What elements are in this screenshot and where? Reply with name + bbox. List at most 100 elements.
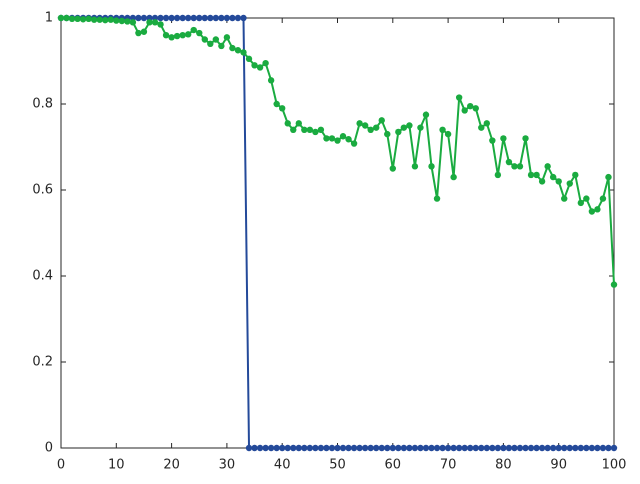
series-marker <box>184 31 192 38</box>
series-marker <box>494 171 502 179</box>
series-marker <box>467 102 474 110</box>
series-marker <box>610 444 618 452</box>
series-marker <box>373 444 380 452</box>
series-marker <box>373 124 380 131</box>
series-marker <box>566 180 573 187</box>
series-marker <box>179 32 186 39</box>
series-marker <box>218 42 225 50</box>
series-marker <box>583 195 590 202</box>
series-marker <box>478 124 485 131</box>
y-tick-label: 0 <box>45 441 53 456</box>
series-marker <box>212 14 220 22</box>
x-tick-label: 10 <box>108 458 125 473</box>
series-marker <box>173 32 181 40</box>
series-marker <box>356 444 363 452</box>
series-marker <box>267 444 275 452</box>
series-marker <box>74 15 81 23</box>
x-tick-label: 40 <box>274 458 291 473</box>
series-marker <box>229 44 236 52</box>
series-marker <box>516 444 524 452</box>
series-marker <box>378 444 385 452</box>
x-tick-label: 0 <box>57 458 65 473</box>
series-marker <box>478 444 485 452</box>
series-marker <box>395 128 402 136</box>
y-tick-label: 0.6 <box>32 183 53 198</box>
series-marker <box>196 14 203 22</box>
series-marker <box>561 195 568 202</box>
series-marker <box>389 444 396 452</box>
series-marker <box>96 16 103 23</box>
series-marker <box>572 171 579 179</box>
series-marker <box>555 444 562 452</box>
series-marker <box>90 16 98 23</box>
series-marker <box>135 29 142 37</box>
series-marker <box>118 17 126 25</box>
series-marker <box>367 444 374 452</box>
series-marker <box>140 14 148 22</box>
series-marker <box>450 173 457 181</box>
series-marker <box>428 444 435 452</box>
series-marker <box>599 444 607 452</box>
series-marker <box>251 62 258 69</box>
series-marker <box>306 444 314 452</box>
series-marker <box>594 206 601 213</box>
series-marker <box>339 444 347 452</box>
series-marker <box>201 14 208 22</box>
series-marker <box>179 14 186 22</box>
series-marker <box>168 14 175 22</box>
series-marker <box>345 136 352 143</box>
series-marker <box>494 444 502 452</box>
series-marker <box>140 28 148 35</box>
series-marker <box>328 444 336 452</box>
series-marker <box>245 55 253 63</box>
series-marker <box>516 163 524 170</box>
series-marker <box>527 444 535 452</box>
series-marker <box>428 163 435 170</box>
series-marker <box>68 15 76 23</box>
series-marker <box>566 444 573 452</box>
axes-box <box>60 17 615 449</box>
series-marker <box>350 444 358 452</box>
series-marker <box>57 14 65 22</box>
series-marker <box>173 14 181 22</box>
series-marker <box>223 14 231 22</box>
series-marker <box>306 126 314 133</box>
series-marker <box>184 14 192 22</box>
series-marker <box>190 14 197 22</box>
series-marker <box>467 444 474 452</box>
series-marker <box>605 444 612 452</box>
series-marker <box>245 444 253 452</box>
series-marker <box>572 444 579 452</box>
series-marker <box>549 444 557 452</box>
series-marker <box>323 444 330 452</box>
series-marker <box>317 126 325 133</box>
series-marker <box>544 444 551 452</box>
series-marker <box>561 444 568 452</box>
series-marker <box>533 444 540 452</box>
series-marker <box>400 444 408 452</box>
series-marker <box>279 105 286 112</box>
y-tick-label: 0.4 <box>32 269 53 284</box>
x-tick-label: 60 <box>385 458 402 473</box>
series-marker <box>85 15 92 23</box>
series-marker <box>610 281 618 288</box>
x-tick-label: 80 <box>495 458 512 473</box>
series-marker <box>129 19 137 26</box>
x-tick-label: 90 <box>550 458 567 473</box>
series-marker <box>511 163 518 170</box>
series-marker <box>284 444 291 452</box>
series-marker <box>533 171 540 179</box>
series-marker <box>411 163 419 170</box>
series-marker <box>234 14 242 22</box>
series-marker <box>594 444 601 452</box>
series-marker <box>384 444 391 452</box>
series-marker <box>168 34 175 41</box>
series-marker <box>395 444 402 452</box>
series-marker <box>588 208 596 215</box>
series-marker <box>389 165 396 172</box>
series-marker <box>439 126 446 133</box>
series-marker <box>102 16 109 24</box>
series-marker <box>361 444 369 452</box>
series-marker <box>218 14 225 22</box>
